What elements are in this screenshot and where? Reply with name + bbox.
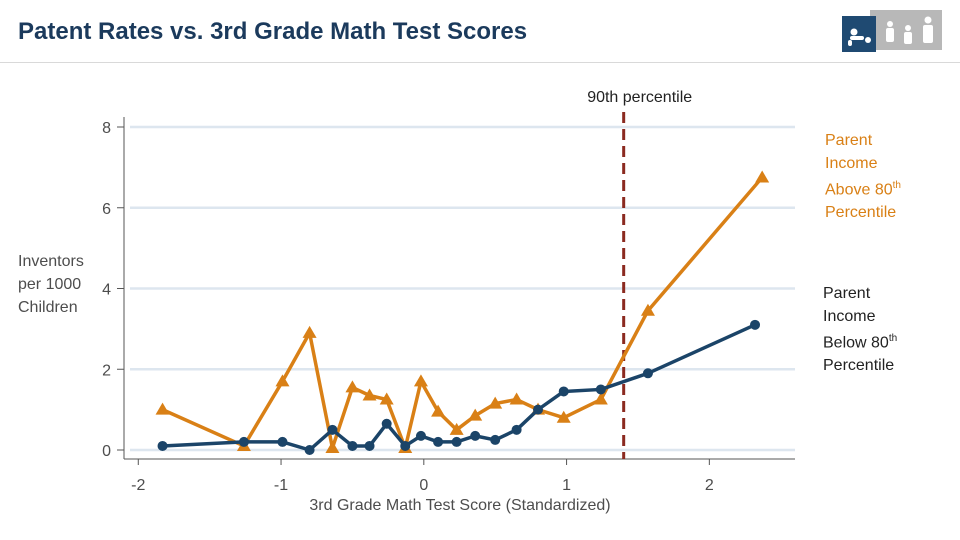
y-tick-label: 4 <box>102 282 111 299</box>
legend-below-line-4: Percentile <box>823 356 895 374</box>
data-point-above-80th <box>302 325 317 338</box>
data-point-below-80th <box>533 404 544 415</box>
legend-above-text: Above 80 <box>825 181 893 199</box>
data-point-below-80th <box>277 436 288 447</box>
data-point-above-80th <box>468 408 483 421</box>
title-divider <box>0 62 960 63</box>
data-point-above-80th <box>155 402 170 415</box>
data-point-below-80th <box>347 440 358 451</box>
data-point-above-80th <box>345 380 360 393</box>
legend-above-sup: th <box>892 180 901 191</box>
data-point-above-80th <box>640 303 655 316</box>
y-tick-label: 0 <box>102 443 111 460</box>
data-point-below-80th <box>595 384 606 395</box>
data-point-below-80th <box>304 445 315 455</box>
data-point-above-80th <box>362 388 377 401</box>
x-tick-label: -2 <box>131 477 145 494</box>
data-point-above-80th <box>413 374 428 387</box>
legend-above-line-3: Above 80th <box>825 175 901 202</box>
legend-below-sup: th <box>888 333 898 344</box>
y-tick-label: 6 <box>102 201 111 218</box>
data-point-above-80th <box>556 410 571 423</box>
data-point-above-80th <box>449 422 464 435</box>
x-tick-label: 0 <box>419 477 428 494</box>
x-tick-label: 1 <box>562 477 571 494</box>
legend-below-line-2: Income <box>823 307 876 325</box>
data-point-below-80th <box>238 436 249 447</box>
family-icon <box>842 10 942 52</box>
data-point-above-80th <box>509 392 524 405</box>
y-axis-label: Inventors per 1000 Children <box>18 253 84 316</box>
data-point-below-80th <box>400 440 411 451</box>
legend-above-line-2: Income <box>825 154 878 172</box>
legend-above-line-1: Parent <box>825 132 873 149</box>
legend-below-text: Below 80 <box>823 334 889 352</box>
data-point-above-80th <box>325 440 340 453</box>
data-point-below-80th <box>558 386 569 397</box>
data-point-below-80th <box>490 434 501 445</box>
data-point-above-80th <box>488 396 503 409</box>
series-line-above-80th <box>161 176 764 450</box>
data-point-below-80th <box>750 319 761 330</box>
data-point-below-80th <box>642 368 653 379</box>
x-axis-label: 3rd Grade Math Test Score (Standardized) <box>309 497 610 514</box>
series-line-below-80th <box>162 323 756 452</box>
data-point-below-80th <box>157 440 168 451</box>
data-point-below-80th <box>327 424 338 435</box>
x-tick-label: 2 <box>705 477 714 494</box>
data-point-above-80th <box>275 374 290 387</box>
data-point-below-80th <box>364 440 375 451</box>
x-tick-label: -1 <box>274 477 288 494</box>
data-point-above-80th <box>755 170 770 183</box>
legend-below-line-3: Below 80th <box>823 328 897 355</box>
percentile-90-label: 90th percentile <box>587 89 692 106</box>
data-point-below-80th <box>415 430 426 441</box>
data-point-below-80th <box>470 430 481 441</box>
data-point-below-80th <box>451 436 462 447</box>
data-point-above-80th <box>379 392 394 405</box>
data-point-above-80th <box>593 392 608 405</box>
data-point-above-80th <box>431 404 446 417</box>
data-point-below-80th <box>433 436 444 447</box>
legend-above-80th: Parent Income Above 80th Percentile <box>825 130 901 224</box>
data-point-below-80th <box>511 424 522 435</box>
y-tick-label: 2 <box>102 362 111 379</box>
legend-above-line-4: Percentile <box>825 203 897 221</box>
y-tick-label: 8 <box>102 120 111 137</box>
data-point-below-80th <box>381 418 392 429</box>
page-title: Patent Rates vs. 3rd Grade Math Test Sco… <box>18 18 528 45</box>
legend-below-line-1: Parent <box>823 285 871 302</box>
legend-below-80th: Parent Income Below 80th Percentile <box>823 283 897 377</box>
